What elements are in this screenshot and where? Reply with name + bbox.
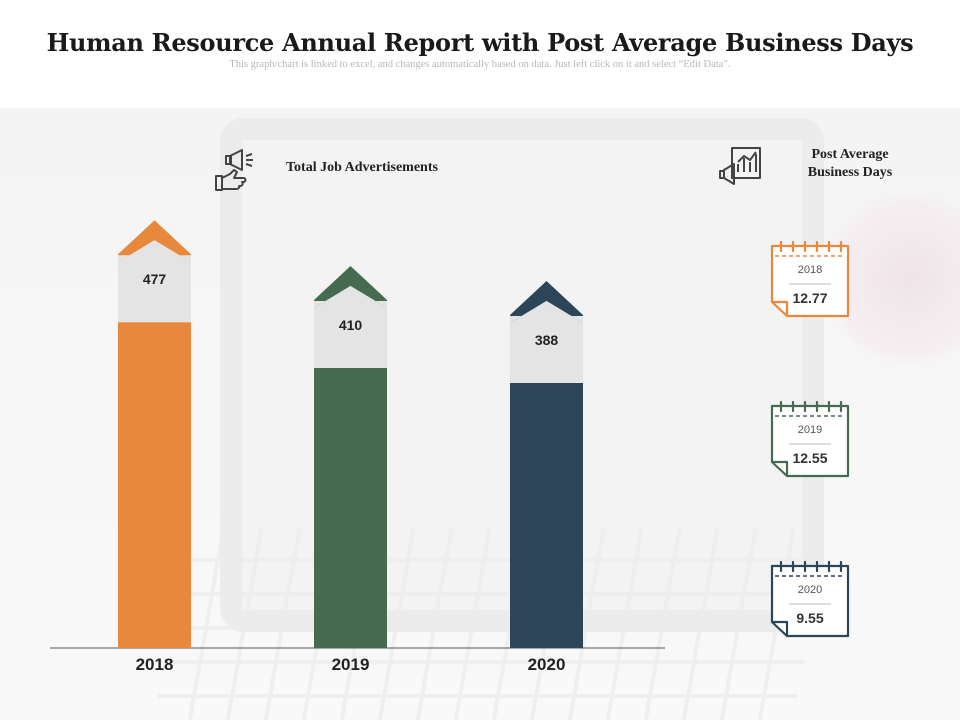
- calendar-card-2019: 2019 12.55: [769, 400, 851, 480]
- calendar-year: 2020: [797, 584, 823, 596]
- x-tick-label-2019: 2019: [332, 655, 370, 674]
- calendar-value: 12.77: [792, 290, 828, 306]
- x-tick-label-2018: 2018: [136, 655, 174, 674]
- calendar-year: 2018: [797, 264, 823, 276]
- post-average-business-days-label: Post Average Business Days: [770, 146, 930, 182]
- bar-2018: [118, 322, 191, 648]
- calendar-icon: [770, 240, 850, 318]
- pabd-label-line2: Business Days: [807, 165, 893, 180]
- total-job-advertisements-label: Total Job Advertisements: [286, 160, 438, 175]
- bar-2020: [510, 382, 583, 648]
- bar-arrow-fill-2019: [314, 285, 387, 308]
- bar-value-label-2019: 410: [339, 317, 363, 333]
- bar-value-label-2020: 388: [535, 332, 559, 348]
- megaphone-chart-icon: [719, 147, 761, 185]
- bar-arrow-2019: [314, 265, 387, 308]
- bar-arrow-2020: [510, 280, 583, 323]
- bar-arrow-fill-2020: [510, 300, 583, 323]
- bar-2019: [314, 367, 387, 648]
- bar-label-box-2018: [118, 254, 191, 323]
- bar-label-box-2019: [314, 299, 387, 368]
- header: Human Resource Annual Report with Post A…: [0, 0, 960, 108]
- megaphone-hand-icon: [215, 149, 253, 191]
- x-tick-label-2020: 2020: [528, 655, 566, 674]
- bar-arrow-2018: [118, 220, 191, 263]
- bar-value-label-2018: 477: [143, 271, 167, 287]
- calendar-value: 12.55: [792, 450, 828, 466]
- page-title: Human Resource Annual Report with Post A…: [46, 28, 914, 57]
- calendar-year: 2019: [797, 424, 823, 436]
- calendar-icon: [770, 400, 850, 478]
- bar-arrow-fill-2018: [118, 240, 191, 263]
- calendar-value: 9.55: [796, 610, 824, 626]
- calendar-card-2020: 2020 9.55: [769, 560, 851, 640]
- calendar-card-2018: 2018 12.77: [769, 240, 851, 320]
- pabd-label-line1: Post Average: [811, 147, 889, 162]
- calendar-icon: [770, 560, 850, 638]
- bar-label-box-2020: [510, 314, 583, 383]
- page-subtitle: This graph/chart is linked to excel, and…: [229, 59, 731, 70]
